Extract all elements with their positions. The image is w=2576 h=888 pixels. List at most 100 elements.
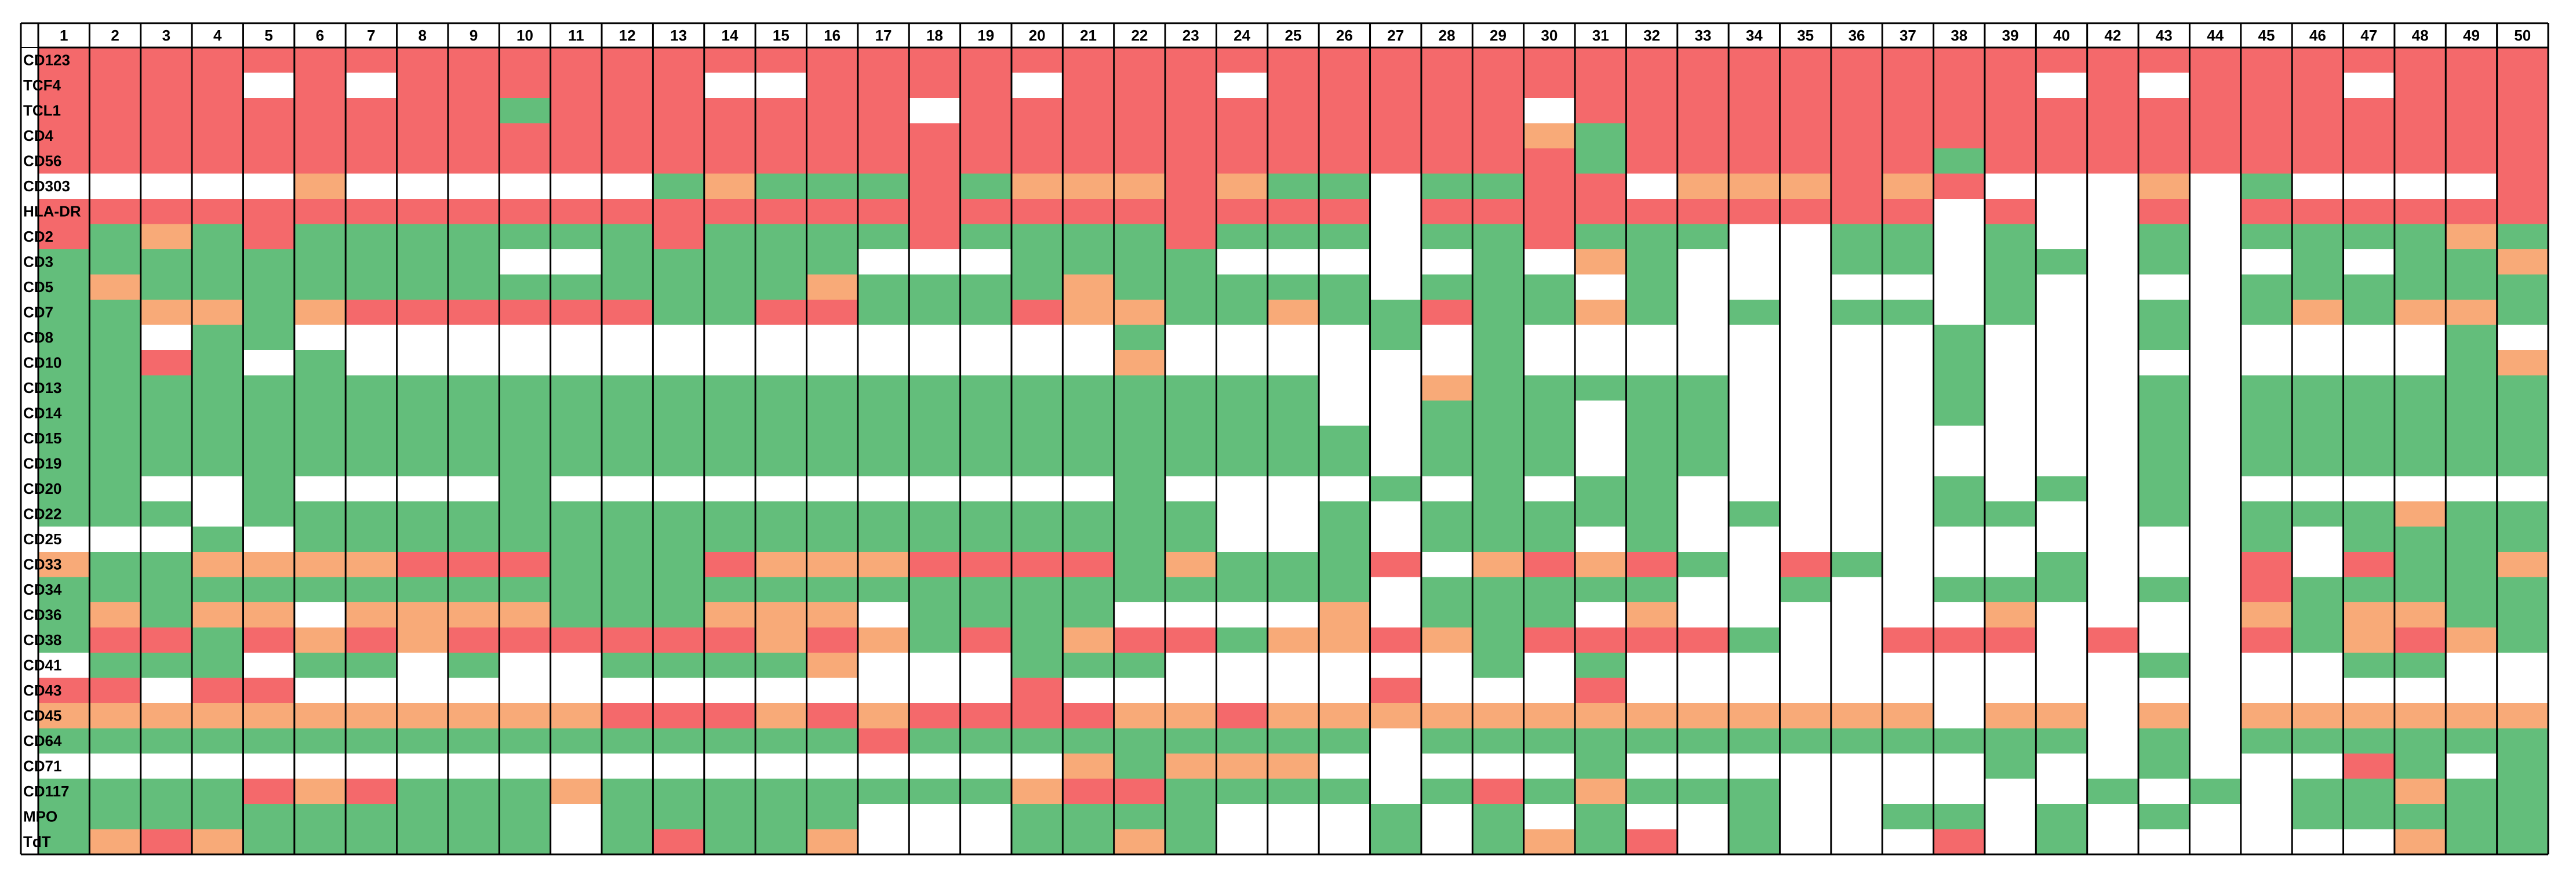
heatmap-cell-HLA-DR-24 [1216,199,1268,225]
heatmap-cell-CD5-36 [1831,274,1883,300]
heatmap-cell-CD303-39 [1984,173,2036,199]
heatmap-cell-CD303-3 [140,173,192,199]
column-label-15: 15 [773,27,789,44]
heatmap-cell-CD117-46 [2292,778,2344,805]
column-label-13: 13 [670,27,687,44]
heatmap-cell-MPO-22 [1114,804,1166,830]
heatmap-cell-CD8-38 [1933,325,1985,351]
column-label-24: 24 [1234,27,1250,44]
heatmap-cell-TdT-45 [2240,829,2293,855]
heatmap-cell-HLA-DR-18 [909,199,961,225]
heatmap-cell-CD15-47 [2343,425,2395,452]
heatmap-cell-MPO-24 [1216,804,1268,830]
heatmap-cell-HLA-DR-21 [1063,199,1115,225]
heatmap-cell-CD36-9 [447,602,500,628]
heatmap-cell-TCF4-34 [1729,72,1781,99]
heatmap-cell-CD303-7 [345,173,398,199]
heatmap-cell-CD15-27 [1370,425,1422,452]
heatmap-cell-TCL1-26 [1319,98,1371,124]
heatmap-cell-CD303-13 [653,173,705,199]
heatmap-cell-CD3-7 [345,249,398,275]
heatmap-cell-CD123-38 [1933,48,1985,74]
heatmap-cell-CD123-43 [2138,48,2191,74]
heatmap-cell-CD56-6 [294,148,346,174]
heatmap-cell-CD4-11 [550,123,602,149]
heatmap-cell-CD4-27 [1370,123,1422,149]
heatmap-cell-CD5-39 [1984,274,2036,300]
heatmap-cell-MPO-11 [550,804,602,830]
heatmap-cell-CD8-19 [960,325,1012,351]
heatmap-cell-CD13-3 [140,375,192,401]
heatmap-cell-CD33-22 [1114,552,1166,578]
heatmap-cell-HLA-DR-20 [1011,199,1063,225]
heatmap-cell-HLA-DR-29 [1472,199,1525,225]
heatmap-cell-CD34-11 [550,577,602,603]
heatmap-cell-CD45-49 [2446,703,2498,729]
heatmap-cell-CD41-26 [1319,653,1371,679]
heatmap-cell-CD3-22 [1114,249,1166,275]
column-label-17: 17 [875,27,892,44]
heatmap-cell-CD34-38 [1933,577,1985,603]
heatmap-cell-HLA-DR-5 [243,199,295,225]
heatmap-cell-CD33-36 [1831,552,1883,578]
heatmap-cell-CD15-17 [857,425,909,452]
heatmap-cell-TCF4-1 [38,72,90,99]
heatmap-cell-CD13-48 [2394,375,2446,401]
heatmap-cell-CD5-16 [806,274,858,300]
heatmap-cell-CD8-32 [1626,325,1678,351]
heatmap-cell-CD19-9 [447,451,500,477]
heatmap-cell-CD15-21 [1063,425,1115,452]
heatmap-cell-CD45-43 [2138,703,2191,729]
heatmap-cell-CD123-15 [755,48,807,74]
heatmap-cell-CD10-45 [2240,350,2293,376]
heatmap-cell-CD15-43 [2138,425,2191,452]
heatmap-cell-CD19-1 [38,451,90,477]
heatmap-cell-CD15-25 [1267,425,1319,452]
heatmap-cell-CD10-27 [1370,350,1422,376]
heatmap-cell-CD33-29 [1472,552,1525,578]
heatmap-cell-CD15-13 [653,425,705,452]
heatmap-cell-CD38-48 [2394,627,2446,653]
heatmap-cell-MPO-28 [1421,804,1473,830]
heatmap-cell-CD14-32 [1626,401,1678,427]
heatmap-cell-CD43-17 [857,678,909,704]
heatmap-cell-CD45-44 [2189,703,2242,729]
heatmap-cell-CD5-24 [1216,274,1268,300]
heatmap-cell-CD64-36 [1831,728,1883,754]
heatmap-cell-CD45-30 [1523,703,1576,729]
heatmap-cell-CD43-34 [1729,678,1781,704]
heatmap-cell-TdT-44 [2189,829,2242,855]
heatmap-cell-CD4-7 [345,123,398,149]
heatmap-cell-CD33-13 [653,552,705,578]
heatmap-cell-CD2-19 [960,224,1012,250]
heatmap-cell-CD56-8 [396,148,449,174]
heatmap-cell-CD41-23 [1165,653,1217,679]
heatmap-cell-CD38-35 [1780,627,1832,653]
heatmap-cell-CD14-46 [2292,401,2344,427]
heatmap-cell-CD56-12 [602,148,654,174]
heatmap-cell-CD25-38 [1933,526,1985,552]
heatmap-cell-HLA-DR-37 [1882,199,1934,225]
heatmap-cell-CD117-25 [1267,778,1319,805]
heatmap-cell-CD41-15 [755,653,807,679]
heatmap-cell-CD19-25 [1267,451,1319,477]
column-label-3: 3 [162,27,170,44]
heatmap-cell-CD303-46 [2292,173,2344,199]
heatmap-cell-CD34-18 [909,577,961,603]
heatmap-cell-CD7-32 [1626,300,1678,326]
heatmap-cell-CD41-22 [1114,653,1166,679]
heatmap-cell-CD45-5 [243,703,295,729]
heatmap-cell-CD64-49 [2446,728,2498,754]
heatmap-cell-CD123-8 [396,48,449,74]
heatmap-cell-CD117-31 [1575,778,1627,805]
heatmap-cell-CD25-45 [2240,526,2293,552]
heatmap-cell-CD8-2 [89,325,141,351]
heatmap-cell-CD56-39 [1984,148,2036,174]
heatmap-cell-CD41-38 [1933,653,1985,679]
heatmap-cell-CD38-7 [345,627,398,653]
heatmap-cell-TdT-23 [1165,829,1217,855]
heatmap-cell-CD2-27 [1370,224,1422,250]
heatmap-cell-CD2-17 [857,224,909,250]
heatmap-cell-CD123-9 [447,48,500,74]
heatmap-cell-CD41-14 [704,653,756,679]
